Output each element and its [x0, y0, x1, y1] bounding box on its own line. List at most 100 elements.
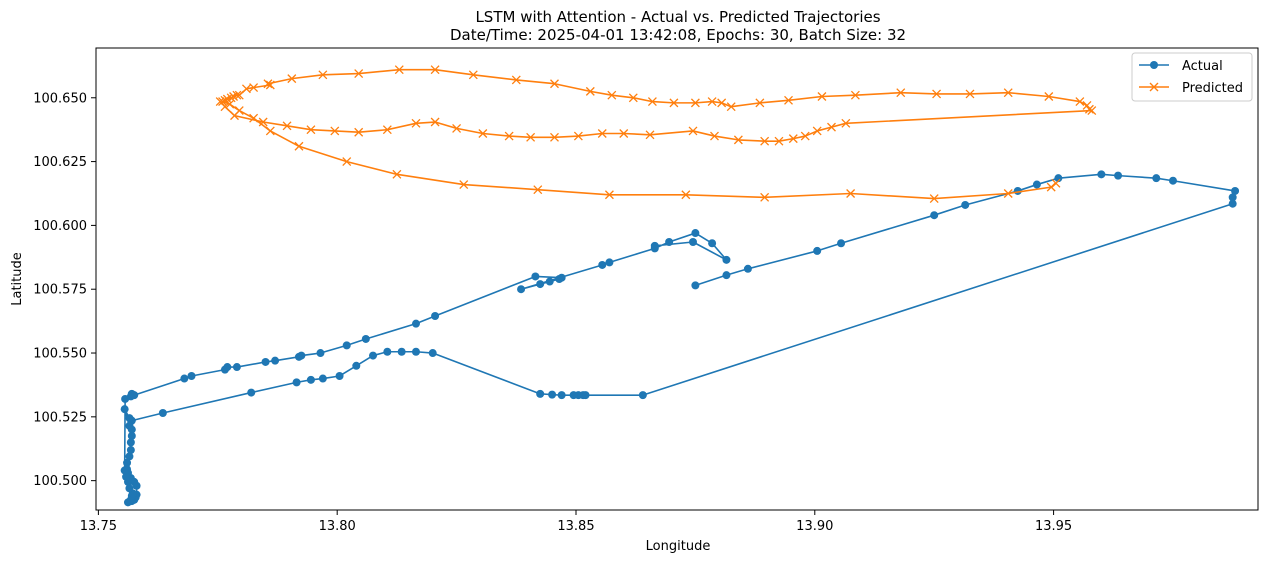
actual-point — [1152, 174, 1161, 183]
predicted-point — [760, 136, 770, 146]
x-tick-label: 13.95 — [1035, 519, 1072, 534]
predicted-point — [827, 122, 836, 132]
predicted-point — [234, 90, 244, 100]
actual-point — [545, 277, 554, 286]
predicted-point — [249, 83, 259, 93]
actual-point — [722, 255, 731, 264]
actual-point — [247, 388, 256, 397]
predicted-point — [478, 129, 488, 138]
predicted-point — [817, 92, 827, 101]
actual-point — [335, 371, 344, 380]
actual-point — [1168, 176, 1177, 185]
actual-point — [126, 438, 135, 447]
predicted-point — [294, 141, 304, 151]
predicted-point — [226, 93, 236, 103]
predicted-point — [1003, 88, 1013, 98]
actual-point — [187, 371, 196, 380]
actual-point — [813, 246, 822, 255]
predicted-point — [511, 75, 521, 85]
actual-point — [158, 409, 167, 418]
actual-point — [428, 349, 437, 358]
predicted-point — [812, 126, 822, 136]
actual-point — [120, 466, 129, 475]
predicted-point — [717, 98, 727, 108]
actual-point — [361, 334, 370, 343]
actual-point — [352, 361, 361, 370]
predicted-point — [800, 131, 810, 141]
x-tick-label: 13.75 — [80, 519, 117, 534]
actual-point — [548, 390, 557, 399]
actual-point — [271, 356, 280, 365]
chart-title: LSTM with Attention - Actual vs. Predict… — [475, 8, 880, 26]
actual-point — [531, 272, 540, 281]
predicted-point — [784, 95, 793, 105]
y-tick-label: 100.600 — [33, 219, 87, 234]
predicted-point — [452, 123, 462, 133]
predicted-point — [841, 118, 851, 128]
predicted-point — [526, 132, 536, 142]
actual-point — [555, 275, 564, 283]
actual-point — [691, 281, 700, 290]
legend-predicted-label: Predicted — [1182, 81, 1243, 96]
actual-point — [383, 347, 392, 356]
chart-subtitle: Date/Time: 2025-04-01 13:42:08, Epochs: … — [450, 26, 906, 44]
actual-point — [125, 484, 134, 493]
predicted-point — [354, 127, 364, 137]
actual-point — [120, 405, 129, 414]
series-layer — [120, 65, 1240, 507]
y-tick-label: 100.525 — [33, 410, 87, 425]
predicted-point — [330, 126, 340, 136]
predicted-point — [707, 97, 717, 107]
predicted-point — [850, 90, 860, 100]
predicted-point — [218, 97, 228, 107]
actual-point — [126, 446, 135, 455]
predicted-point — [342, 157, 352, 167]
predicted-point — [585, 86, 595, 96]
actual-point — [1231, 186, 1240, 195]
actual-point — [1097, 170, 1106, 179]
predicted-point — [468, 70, 478, 80]
actual-point — [132, 481, 141, 490]
predicted-point — [710, 131, 719, 141]
actual-point — [397, 347, 406, 356]
actual-point — [691, 229, 700, 238]
predicted-point — [215, 97, 225, 107]
predicted-point — [788, 134, 798, 144]
actual-point — [743, 264, 752, 273]
predicted-point — [1046, 182, 1056, 192]
predicted-point — [258, 117, 268, 127]
predicted-point — [249, 113, 259, 123]
x-tick-label: 13.85 — [557, 519, 594, 534]
predicted-point — [287, 74, 297, 84]
predicted-point — [430, 117, 440, 127]
actual-point — [837, 239, 846, 248]
predicted-point — [645, 130, 655, 140]
predicted-point — [774, 136, 784, 146]
y-axis-label: Latitude — [10, 252, 25, 306]
predicted-point — [550, 132, 559, 142]
predicted-point — [232, 90, 242, 100]
actual-point — [127, 431, 136, 440]
predicted-point — [1084, 104, 1094, 114]
predicted-point — [690, 98, 700, 108]
actual-point — [261, 357, 270, 366]
predicted-point — [1051, 178, 1061, 188]
actual-point — [598, 260, 607, 269]
actual-point — [650, 241, 659, 250]
predicted-point — [306, 125, 316, 135]
actual-point — [536, 280, 545, 289]
predicted-series-line — [219, 68, 1093, 200]
predicted-point — [597, 129, 607, 138]
predicted-point — [265, 80, 275, 90]
actual-point — [961, 200, 970, 209]
predicted-point — [628, 93, 638, 103]
predicted-point — [896, 88, 906, 98]
predicted-point — [1075, 97, 1085, 107]
actual-point — [1054, 174, 1063, 183]
actual-point — [306, 375, 315, 384]
actual-point — [431, 312, 440, 321]
actual-point — [125, 414, 134, 423]
predicted-point — [430, 65, 440, 75]
predicted-point — [263, 79, 273, 89]
